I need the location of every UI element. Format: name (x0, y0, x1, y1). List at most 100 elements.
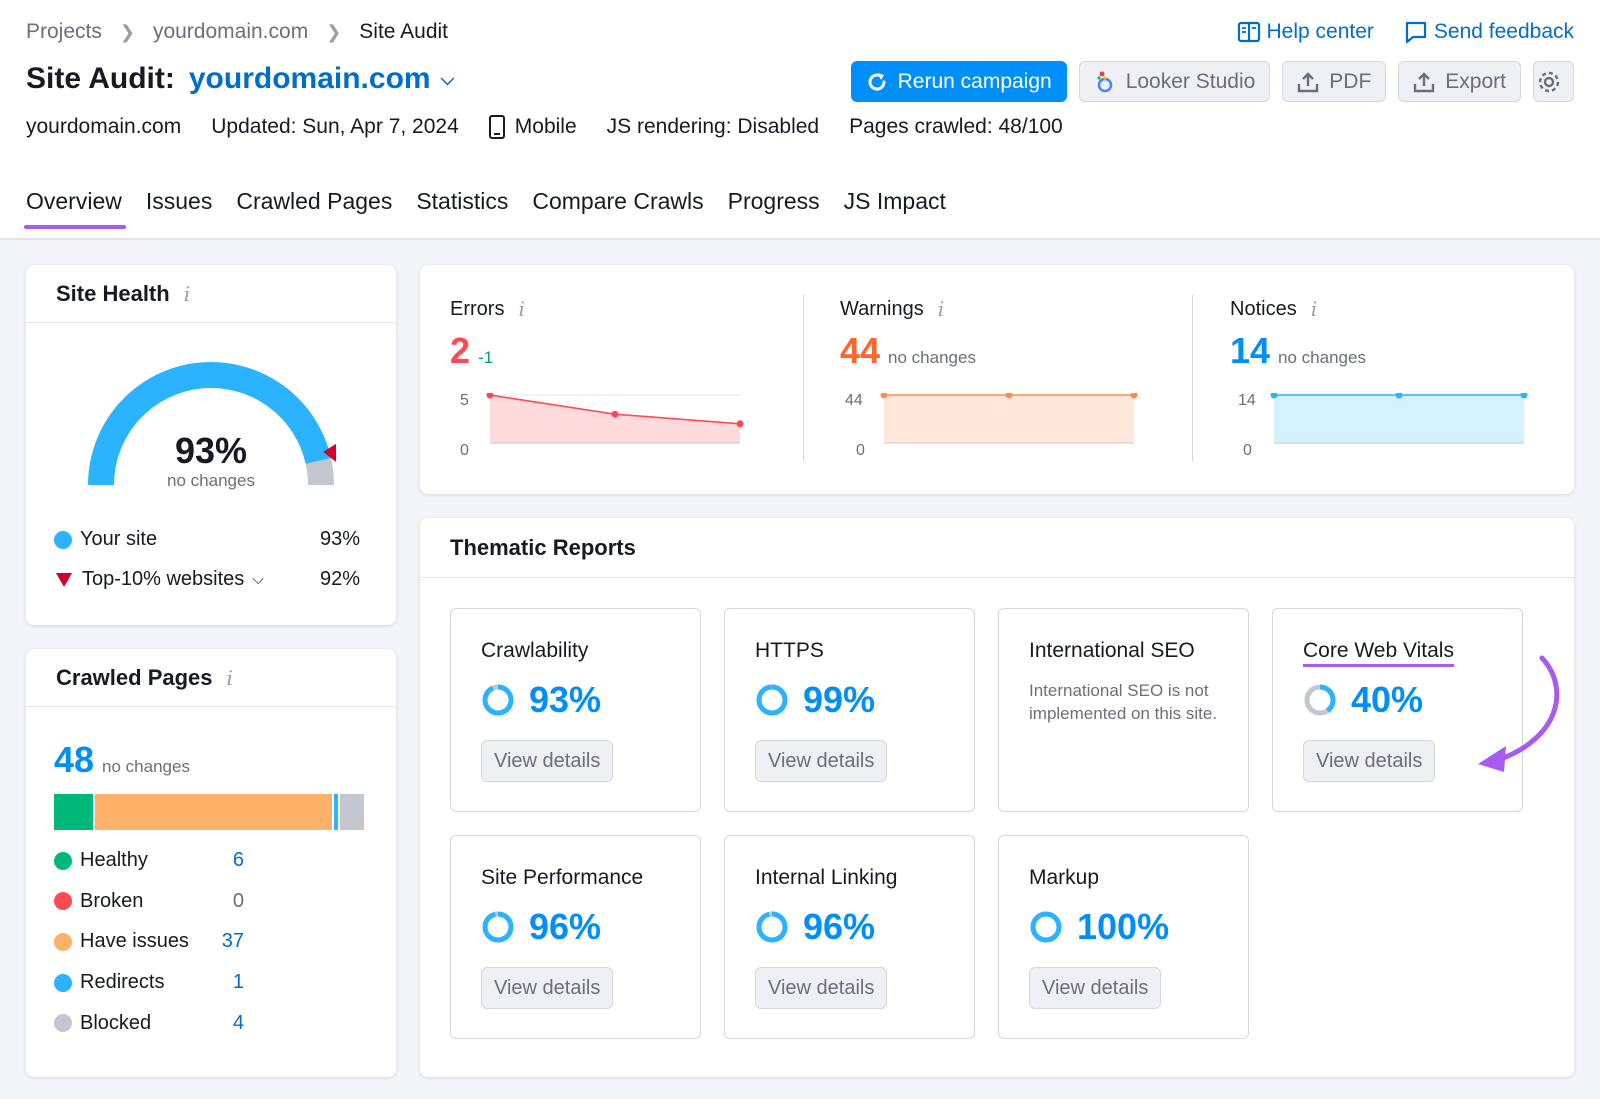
sparkline-point[interactable] (1005, 393, 1013, 399)
page-title: Site Audit: yourdomain.com ⌵ (26, 62, 454, 96)
chevron-down-icon[interactable]: ⌵ (252, 571, 264, 588)
stacked-bar-segment-redirects[interactable] (331, 794, 339, 830)
breadcrumb-domain[interactable]: yourdomain.com (152, 20, 309, 43)
report-name[interactable]: Markup (1029, 866, 1100, 889)
tab-statistics[interactable]: Statistics (416, 188, 509, 214)
info-icon[interactable]: i (937, 297, 945, 321)
rerun-label: Rerun campaign (897, 69, 1052, 93)
sparkline-point[interactable] (1130, 393, 1138, 399)
tab-issues[interactable]: Issues (145, 188, 213, 214)
report-name[interactable]: International SEO (1029, 639, 1195, 662)
top10-label[interactable]: Top-10% websites (82, 568, 245, 590)
errors-value[interactable]: 2 (450, 330, 471, 371)
tab-progress[interactable]: Progress (727, 188, 820, 214)
sparkline-area (490, 395, 740, 443)
sparkline-area (1274, 395, 1524, 443)
looker-studio-button[interactable]: Looker Studio (1078, 61, 1271, 102)
settings-button[interactable] (1533, 61, 1574, 102)
crawled-total-value[interactable]: 48 (54, 739, 95, 780)
notices-metric: Notices i 14 no changes 14 0 (1230, 265, 1560, 490)
progress-ring-icon (756, 911, 788, 943)
legend-dot (54, 973, 72, 992)
view-details-button[interactable]: View details (481, 967, 614, 1009)
crawled-stacked-bar (54, 794, 364, 830)
crawled-pages-header: Crawled Pages i (26, 649, 396, 707)
help-center-link[interactable]: Help center (1237, 20, 1374, 44)
view-details-button[interactable]: View details (755, 740, 888, 782)
looker-label: Looker Studio (1125, 69, 1256, 93)
gauge-remaining-arc (305, 458, 334, 486)
notices-value[interactable]: 14 (1230, 330, 1271, 371)
export-button[interactable]: Export (1398, 61, 1521, 102)
gauge-your-site-arc (88, 362, 332, 486)
report-score: 40% (1303, 679, 1423, 721)
progress-ring-icon (1304, 684, 1336, 716)
errors-metric: Errors i 2 -1 5 0 (450, 265, 780, 490)
view-details-button[interactable]: View details (755, 967, 888, 1009)
chevron-down-icon[interactable]: ⌵ (440, 68, 455, 89)
report-score: 96% (755, 906, 875, 948)
report-name[interactable]: Site Performance (481, 866, 644, 889)
upload-icon (1414, 71, 1435, 92)
tab-crawled-pages[interactable]: Crawled Pages (236, 188, 393, 214)
sparkline-point[interactable] (1395, 393, 1403, 399)
errors-sparkline (486, 393, 744, 444)
sparkline-point[interactable] (611, 410, 619, 418)
report-score: 99% (755, 679, 875, 721)
sparkline-point[interactable] (736, 420, 744, 428)
view-details-button[interactable]: View details (1029, 967, 1162, 1009)
domain-selector[interactable]: yourdomain.com (188, 62, 431, 95)
report-score-value: 100% (1077, 906, 1170, 947)
notices-ymax: 14 (1238, 392, 1256, 409)
tab-compare-crawls[interactable]: Compare Crawls (532, 188, 704, 214)
crawled-item-count[interactable]: 37 (221, 930, 244, 953)
triangle-marker-icon (56, 572, 72, 587)
crawled-item-count[interactable]: 1 (232, 971, 244, 994)
audit-meta: yourdomain.com Updated: Sun, Apr 7, 2024… (26, 115, 1093, 139)
send-feedback-link[interactable]: Send feedback (1404, 20, 1574, 44)
crawled-item-count[interactable]: 6 (232, 849, 244, 871)
sparkline-point[interactable] (486, 393, 494, 399)
report-name[interactable]: Core Web Vitals (1303, 639, 1454, 667)
sparkline-point[interactable] (1270, 393, 1278, 399)
legend-top10: Top-10% websites ⌵ 92% (54, 568, 360, 591)
stacked-bar-segment-have-issues[interactable] (92, 794, 332, 830)
report-name[interactable]: HTTPS (755, 639, 824, 662)
divider (803, 295, 804, 461)
report-name[interactable]: Crawlability (481, 639, 589, 662)
report-score-value: 93% (529, 679, 602, 720)
legend-dot (54, 892, 72, 911)
report-score: 100% (1029, 906, 1169, 948)
info-icon[interactable]: i (1310, 297, 1318, 321)
info-icon[interactable]: i (183, 281, 191, 306)
progress-ring-icon (1030, 911, 1062, 943)
notices-sparkline (1270, 393, 1528, 444)
report-score-value: 96% (529, 906, 602, 947)
info-icon[interactable]: i (226, 665, 233, 690)
warnings-label-text: Warnings (840, 297, 924, 320)
rerun-campaign-button[interactable]: Rerun campaign (850, 61, 1067, 102)
sparkline-point[interactable] (880, 393, 888, 399)
crawled-item-count[interactable]: 4 (232, 1011, 244, 1034)
sparkline-point[interactable] (1520, 393, 1528, 399)
meta-device: Mobile (488, 115, 577, 139)
view-details-button[interactable]: View details (1303, 740, 1436, 782)
crawled-pages-title: Crawled Pages (56, 664, 213, 690)
info-icon[interactable]: i (518, 297, 525, 321)
notices-value-row: 14 no changes (1230, 330, 1366, 372)
top10-value: 92% (319, 568, 360, 590)
warnings-value[interactable]: 44 (840, 330, 881, 371)
stacked-bar-segment-healthy[interactable] (54, 794, 93, 830)
breadcrumb: Projects ❯ yourdomain.com ❯ Site Audit (26, 20, 448, 44)
legend-dot (54, 932, 72, 951)
report-name[interactable]: Internal Linking (755, 866, 898, 889)
tab-overview[interactable]: Overview (24, 188, 126, 229)
warnings-ymax: 44 (845, 392, 863, 409)
stacked-bar-segment-blocked[interactable] (338, 794, 364, 830)
pdf-button[interactable]: PDF (1282, 61, 1387, 102)
view-details-button[interactable]: View details (481, 740, 614, 782)
tab-js-impact[interactable]: JS Impact (843, 188, 946, 214)
breadcrumb-projects[interactable]: Projects (26, 20, 102, 43)
crawled-pages-card: Crawled Pages i 48 no changes Healthy 6 Br… (26, 649, 396, 1077)
crawled-item-blocked: Blocked 4 (54, 1012, 244, 1035)
